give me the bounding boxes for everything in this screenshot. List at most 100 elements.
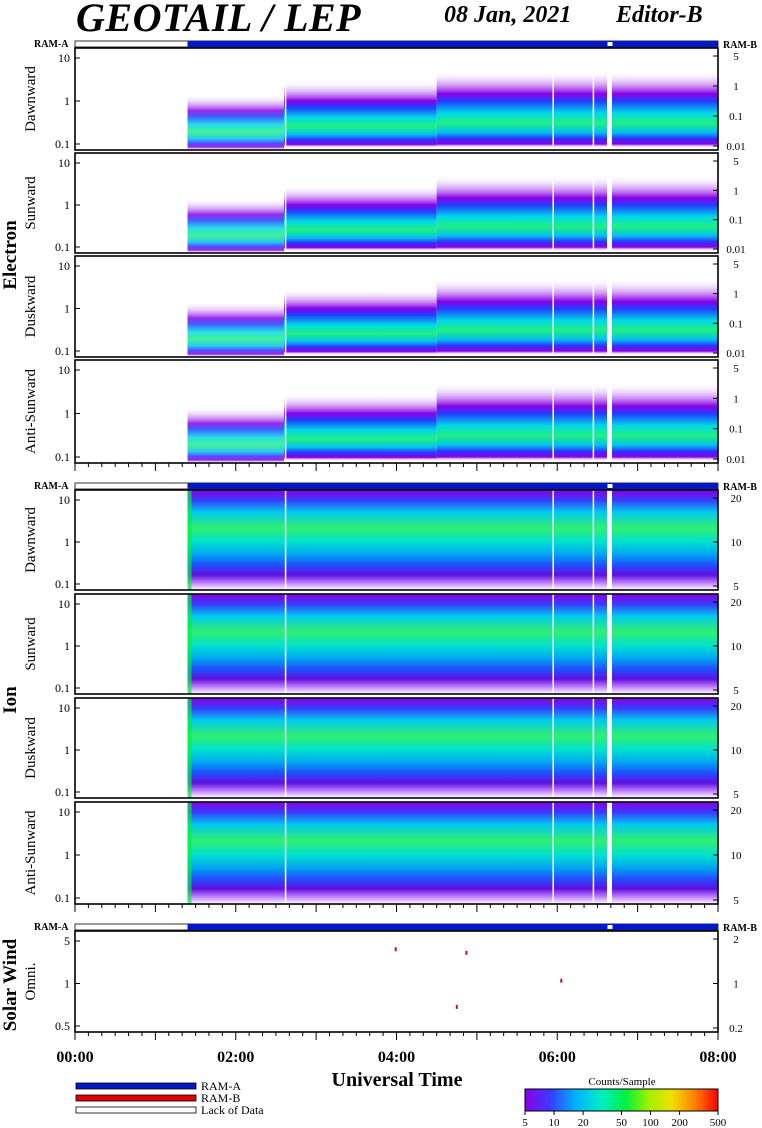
ram-b-label: RAM-B <box>723 482 757 493</box>
panel-frame <box>74 489 719 591</box>
spectrogram-body <box>187 594 718 694</box>
left-tick-label: 10 <box>58 493 70 507</box>
spectrogram-early <box>187 198 284 253</box>
data-gap <box>606 360 612 463</box>
section-title: Ion <box>0 686 21 714</box>
right-tick-label: 5 <box>733 156 739 168</box>
left-tick-label: 10 <box>58 597 70 611</box>
data-gap <box>284 490 287 590</box>
right-tick-label: 0.2 <box>729 1023 743 1035</box>
spectrogram-mid <box>283 185 437 251</box>
main-title: GEOTAIL / LEP <box>76 0 362 40</box>
left-tick-label: 10 <box>58 259 70 273</box>
panel-duskward: Duskward 10 1 0.1 20 10 5 <box>23 697 742 801</box>
ram-gap-segment <box>607 42 613 46</box>
right-tick-label: 0.01 <box>726 141 745 153</box>
right-tick-label: 5 <box>733 51 739 63</box>
ram-gap-segment <box>607 925 613 929</box>
solar-wind-point <box>465 950 468 955</box>
right-tick-label: 20 <box>731 805 743 817</box>
right-tick-label: 5 <box>733 789 739 801</box>
ram-a-segment <box>187 483 718 489</box>
panel-frame <box>74 930 719 1033</box>
panel-label: Omni. <box>23 963 39 1001</box>
data-gap <box>552 490 554 590</box>
data-gap <box>606 490 612 590</box>
left-tick-label: 0.1 <box>55 450 70 464</box>
x-tick-label: 06:00 <box>539 1049 576 1066</box>
right-tick-label: 5 <box>733 685 739 697</box>
left-tick-label: 0.1 <box>55 577 70 591</box>
data-gap <box>592 153 595 253</box>
x-tick-label: 04:00 <box>378 1049 415 1066</box>
right-tick-label: 1 <box>733 81 739 93</box>
right-tick-label: 5 <box>733 581 739 593</box>
spectrogram-mid <box>283 288 437 355</box>
panel-frame <box>74 255 719 358</box>
section-electron: RAM-A RAM-B Electron Dawnward 10 1 0.1 5 1 0.1 0.0… <box>0 39 757 471</box>
date-label: 08 Jan, 2021 <box>444 2 572 28</box>
left-tick-label: 1 <box>64 94 70 108</box>
left-tick-label: 1 <box>64 743 70 757</box>
colorbar-tick-label: 20 <box>578 1117 590 1128</box>
panel-label: Duskward <box>23 275 39 337</box>
section-title: Solar Wind <box>0 938 21 1031</box>
x-tick-label: 00:00 <box>56 1049 93 1066</box>
data-gap <box>606 48 612 150</box>
panel-label: Anti-Sunward <box>23 369 39 454</box>
left-tick-label: 10 <box>58 805 70 819</box>
right-tick-label: 5 <box>733 895 739 907</box>
right-tick-label: 10 <box>731 641 743 653</box>
data-gap <box>592 698 595 798</box>
colorbar-tick-label: 200 <box>671 1117 688 1128</box>
colorbar-title: Counts/Sample <box>588 1076 655 1088</box>
right-tick-label: 20 <box>731 597 743 609</box>
right-tick-label: 2 <box>733 934 739 946</box>
x-tick-label: 02:00 <box>217 1049 254 1066</box>
spectrogram-late <box>436 278 718 355</box>
spectrogram-late <box>436 382 718 461</box>
spectrogram-body <box>187 490 718 590</box>
ram-a-label: RAM-A <box>34 39 69 50</box>
x-axis-title: Universal Time <box>332 1069 463 1091</box>
data-gap <box>284 698 287 798</box>
left-tick-label: 1 <box>64 407 70 421</box>
left-tick-label: 1 <box>64 848 70 862</box>
left-tick-label: 10 <box>58 156 70 170</box>
left-tick-label: 0.5 <box>55 1019 70 1033</box>
right-tick-label: 0.01 <box>726 454 745 466</box>
right-tick-label: 20 <box>731 493 743 505</box>
spectrogram-late <box>436 70 718 148</box>
panel-anti-sunward: Anti-Sunward 10 1 0.1 20 10 5 <box>23 801 743 907</box>
panel-label: Sunward <box>23 617 39 671</box>
right-tick-label: 0.01 <box>726 244 745 256</box>
data-gap <box>552 153 554 253</box>
data-gap <box>606 802 612 904</box>
data-gap <box>284 153 287 253</box>
data-gap <box>552 594 554 694</box>
ram-a-segment <box>187 924 718 930</box>
solar-wind-point <box>455 1004 458 1009</box>
legend-label: Lack of Data <box>201 1103 264 1117</box>
data-gap <box>284 802 287 904</box>
x-tick-label: 08:00 <box>699 1049 736 1066</box>
left-tick-label: 1 <box>64 198 70 212</box>
panel-dawnward: Dawnward 10 1 0.1 20 10 5 <box>23 489 743 593</box>
panel-frame <box>74 593 719 695</box>
panel-frame <box>74 697 719 799</box>
data-gap <box>592 256 595 357</box>
data-gap <box>592 360 595 463</box>
ram-a-label: RAM-A <box>34 922 69 933</box>
spectrogram-body <box>187 802 718 904</box>
solar-wind-point <box>394 947 397 952</box>
spectrogram-early <box>187 93 284 150</box>
colorbar-tick-label: 100 <box>642 1117 659 1128</box>
chart-layer: RAM-A RAM-BElectronDawnward1010.1510.10.0… <box>0 39 757 1128</box>
left-tick-label: 10 <box>58 363 70 377</box>
colorbar-tick-label: 500 <box>710 1117 727 1128</box>
left-tick-label: 1 <box>64 535 70 549</box>
colorbar-gradient <box>524 1088 719 1112</box>
ram-a-segment <box>187 41 718 47</box>
data-gap <box>606 594 612 694</box>
